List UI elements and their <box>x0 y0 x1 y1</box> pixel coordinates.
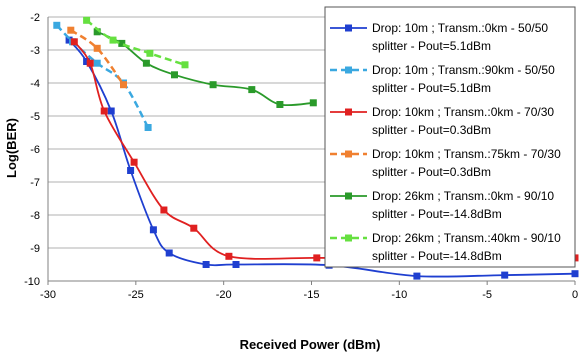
legend-label-line2: splitter - Pout=0.3dBm <box>372 123 491 137</box>
series-point <box>501 271 509 279</box>
series-point <box>118 39 126 47</box>
series-point <box>83 58 91 65</box>
legend-entry-3: Drop: 10km ; Transm.:0km - 70/30 splitter… <box>330 105 554 137</box>
legend-entry-6: Drop: 26km ; Transm.:40km - 90/10 splitte… <box>330 231 561 263</box>
series-point <box>93 44 101 52</box>
y-tick-label: -9 <box>30 243 40 255</box>
series-point <box>142 59 150 67</box>
series-point <box>86 59 94 67</box>
legend-box <box>324 6 576 268</box>
y-tick-label: -4 <box>30 78 40 90</box>
x-tick-label: -15 <box>304 289 320 301</box>
series-point <box>53 21 61 29</box>
y-tick-label: -10 <box>24 276 40 288</box>
series-point <box>165 249 173 257</box>
series-point <box>190 224 198 232</box>
y-tick-label: -6 <box>30 144 40 156</box>
legend-entry-2: Drop: 10m ; Transm.:90km - 50/50 splitter… <box>330 63 555 95</box>
series-point <box>67 26 75 34</box>
legend-entry-1: Drop: 10m ; Transm.:0km - 50/50 splitter … <box>330 21 548 53</box>
y-tick-label: -8 <box>30 210 40 222</box>
series-point <box>146 49 154 57</box>
series-point <box>232 261 240 268</box>
series-point <box>144 124 152 131</box>
series-point <box>107 107 115 115</box>
series-point <box>130 158 138 166</box>
series-point <box>160 206 168 214</box>
legend-swatch-marker <box>345 234 352 242</box>
legend-label: Drop: 10m ; Transm.:90km - 50/50 <box>372 63 555 77</box>
series-point <box>93 28 101 36</box>
series-point <box>83 16 91 24</box>
series-point <box>127 167 135 174</box>
series-point <box>313 254 321 262</box>
legend-label: Drop: 26km ; Transm.:40km - 90/10 <box>372 231 561 245</box>
series-point <box>209 81 217 89</box>
series-point <box>309 99 317 107</box>
series-point <box>225 252 233 260</box>
legend-entry-4: Drop: 10km ; Transm.:75km - 70/30 splitte… <box>330 147 561 179</box>
legend-swatch-marker <box>345 66 352 74</box>
y-axis-title: Log(BER) <box>4 118 19 178</box>
series-point <box>93 59 101 67</box>
x-tick-label: -20 <box>216 289 232 301</box>
x-tick-label: 0 <box>572 289 578 301</box>
series-line <box>85 19 186 66</box>
y-tick-label: -3 <box>30 45 40 57</box>
legend-label-line2: splitter - Pout=-14.8dBm <box>372 249 502 263</box>
x-axis-title: Received Power (dBm) <box>240 337 381 352</box>
legend-label: Drop: 26km ; Transm.:0km - 90/10 <box>372 189 554 203</box>
x-tick-label: -10 <box>391 289 407 301</box>
legend-swatch-marker <box>345 24 352 32</box>
legend-swatch-marker <box>345 108 352 116</box>
series-point <box>149 226 157 234</box>
y-tick-label: -5 <box>30 111 40 123</box>
y-tick-label: -7 <box>30 177 40 189</box>
legend-label: Drop: 10m ; Transm.:0km - 50/50 <box>372 21 548 35</box>
series-4 <box>67 26 127 89</box>
series-point <box>413 272 421 280</box>
series-line <box>70 29 125 86</box>
x-tick-label: -25 <box>128 289 144 301</box>
series-point <box>276 101 284 108</box>
series-point <box>571 270 579 278</box>
legend-label: Drop: 10km ; Transm.:75km - 70/30 <box>372 147 561 161</box>
legend-label-line2: splitter - Pout=0.3dBm <box>372 165 491 179</box>
legend-label-line2: splitter - Pout=-14.8dBm <box>372 207 502 221</box>
series-point <box>248 86 256 94</box>
series-point <box>109 36 117 44</box>
legend-swatch-marker <box>345 150 352 158</box>
series-point <box>171 71 178 79</box>
x-tick-label: -5 <box>482 289 492 301</box>
series-point <box>202 261 210 268</box>
legend-label: Drop: 10km ; Transm.:0km - 70/30 <box>372 105 554 119</box>
series-point <box>120 81 127 89</box>
series-point <box>70 38 78 46</box>
legend-entry-5: Drop: 26km ; Transm.:0km - 90/10 splitter… <box>330 189 554 221</box>
legend-swatch-marker <box>345 192 352 200</box>
legend: Drop: 10m ; Transm.:0km - 50/50 splitter … <box>324 6 576 268</box>
x-tick-label: -30 <box>40 289 56 301</box>
axes: -2-3-4-5-6-7-8-9-10-30 -25 -20 -15 -10 -5 0 <box>24 12 578 301</box>
series-1 <box>65 36 579 280</box>
series-point <box>100 107 108 115</box>
series-point <box>181 61 189 69</box>
legend-label-line2: splitter - Pout=5.1dBm <box>372 81 491 95</box>
series-6 <box>83 16 189 69</box>
legend-label-line2: splitter - Pout=5.1dBm <box>372 39 491 53</box>
y-tick-label: -2 <box>30 12 40 24</box>
